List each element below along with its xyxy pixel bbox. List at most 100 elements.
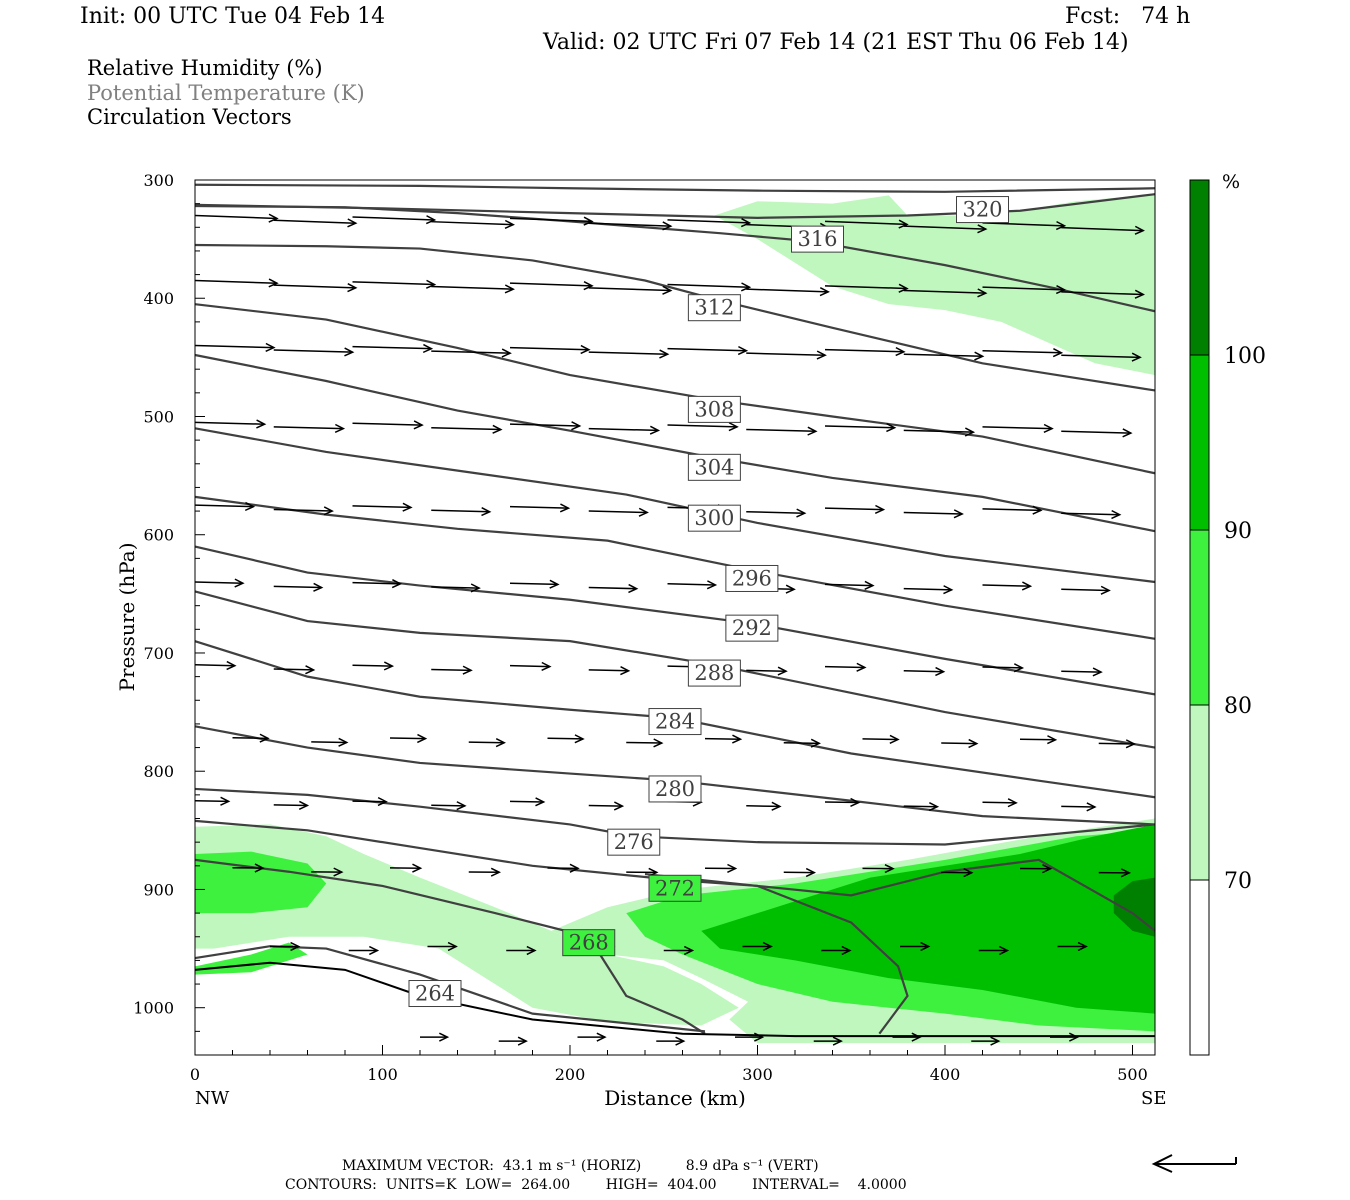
circulation-vector-129	[978, 945, 1010, 956]
contour-label-320: 320	[956, 196, 1009, 224]
circulation-vector-52	[509, 503, 571, 513]
circulation-vector-15	[431, 284, 515, 294]
circulation-vector-48	[194, 501, 256, 512]
circulation-vector-130	[1057, 941, 1088, 952]
circulation-vector-9	[903, 224, 988, 234]
rh-region-1	[195, 824, 739, 1026]
svg-text:296: 296	[732, 566, 772, 590]
circulation-vector-116	[862, 863, 895, 874]
circulation-vector-111	[468, 867, 502, 877]
colorbar-level-80: 80	[1224, 694, 1252, 719]
contour-label-276: 276	[607, 828, 661, 856]
svg-text:316: 316	[797, 227, 837, 251]
circulation-vector-104	[824, 797, 861, 808]
circulation-vector-92	[862, 734, 900, 744]
circulation-vector-28	[509, 344, 591, 355]
circulation-vector-84	[232, 733, 270, 743]
contour-label-316: 316	[791, 225, 844, 253]
circulation-vector-55	[746, 508, 807, 518]
x-tick-0: 0	[190, 1065, 200, 1084]
legend-relative-humidity: Relative Humidity (%)	[87, 56, 323, 80]
circulation-vector-82	[982, 663, 1025, 673]
circulation-vector-70	[982, 581, 1033, 591]
circulation-vector-132	[498, 1036, 528, 1046]
contour-label-284: 284	[648, 708, 702, 736]
circulation-vector-139	[1050, 1032, 1080, 1042]
colorbar: % 70 80 90 100	[1189, 171, 1266, 1056]
contour-label-288: 288	[687, 659, 741, 687]
maximum-vector-info: MAXIMUM VECTOR: 43.1 m s⁻¹ (HORIZ) 8.9 d…	[342, 1158, 819, 1174]
svg-text:264: 264	[415, 982, 455, 1006]
circulation-vector-20	[824, 283, 909, 293]
svg-text:272: 272	[655, 876, 695, 900]
circulation-vector-88	[547, 734, 585, 744]
circulation-vector-57	[903, 509, 964, 519]
contour-label-296: 296	[725, 564, 779, 592]
circulation-vector-100	[509, 797, 546, 807]
circulation-vector-123	[506, 945, 537, 956]
svg-text:304: 304	[694, 455, 734, 479]
circulation-vector-26	[352, 343, 434, 354]
circulation-vector-121	[348, 945, 380, 956]
circulation-vector-115	[783, 867, 817, 878]
svg-text:280: 280	[655, 777, 695, 801]
circulation-vector-73	[273, 665, 316, 675]
svg-text:276: 276	[614, 830, 654, 854]
circulation-vector-101	[588, 801, 625, 811]
x-end-label-nw: NW	[195, 1088, 230, 1109]
circulation-vector-72	[194, 660, 237, 671]
circulation-vector-37	[273, 423, 346, 434]
circulation-vector-120	[270, 941, 301, 952]
isentrope-268-14	[194, 858, 706, 1035]
circulation-vector-108	[232, 863, 265, 873]
circulation-vector-56	[824, 504, 886, 515]
x-tick-200: 200	[555, 1065, 586, 1084]
contour-label-304: 304	[687, 453, 741, 481]
y-tick-900: 900	[143, 880, 174, 899]
isentrope-284-10	[194, 640, 1156, 799]
svg-text:288: 288	[694, 661, 734, 685]
isentrope-300-6	[194, 427, 1156, 584]
circulation-vector-110	[389, 863, 423, 873]
x-tick-100: 100	[367, 1065, 398, 1084]
reference-vector-icon	[1151, 1154, 1237, 1173]
contour-label-264: 264	[408, 980, 462, 1008]
circulation-vector-103	[746, 801, 782, 811]
circulation-vector-98	[352, 796, 388, 807]
circulation-vector-80	[824, 662, 867, 672]
svg-text:292: 292	[732, 616, 772, 640]
circulation-vector-65	[588, 583, 639, 594]
circulation-vector-14	[352, 279, 437, 289]
circulation-vector-41	[588, 425, 661, 435]
circulation-vector-12	[194, 278, 279, 288]
isentrope-280-11	[194, 725, 1156, 826]
circulation-vector-2	[352, 215, 437, 225]
circulation-vector-125	[663, 945, 695, 956]
axis-tick-layer: 0 100 200 300 400 500 NW SE 300 400 500 600 700 800 90…	[133, 171, 1166, 1109]
circulation-vector-77	[588, 666, 631, 676]
contour-label-268: 268	[562, 929, 616, 957]
circulation-vector-35	[1061, 352, 1142, 362]
circulation-vector-47	[1061, 428, 1133, 438]
init-time: Init: 00 UTC Tue 04 Feb 14	[80, 4, 386, 29]
circulation-vector-17	[588, 285, 673, 295]
circulation-vector-23	[1061, 289, 1145, 299]
circulation-vector-68	[824, 580, 875, 590]
circulation-vector-79	[746, 666, 788, 676]
valid-time: Valid: 02 UTC Fri 07 Feb 14 (21 EST Thu …	[543, 30, 1129, 55]
y-axis-label: Pressure (hPa)	[115, 543, 139, 692]
legend-circulation-vectors: Circulation Vectors	[87, 105, 292, 129]
circulation-vector-50	[352, 502, 413, 512]
y-tick-1000: 1000	[133, 999, 174, 1018]
circulation-vector-109	[311, 867, 344, 877]
circulation-vector-61	[273, 582, 324, 592]
circulation-vector-44	[824, 422, 897, 433]
isentrope-292-8	[194, 545, 1156, 696]
circulation-vector-16	[509, 281, 594, 291]
circulation-vector-40	[509, 421, 582, 431]
circulation-vector-45	[903, 427, 976, 437]
y-tick-400: 400	[143, 289, 174, 308]
isentrope-272-15	[644, 872, 909, 1035]
isentrope-324-0	[194, 183, 1156, 193]
circulation-vector-76	[509, 661, 552, 671]
